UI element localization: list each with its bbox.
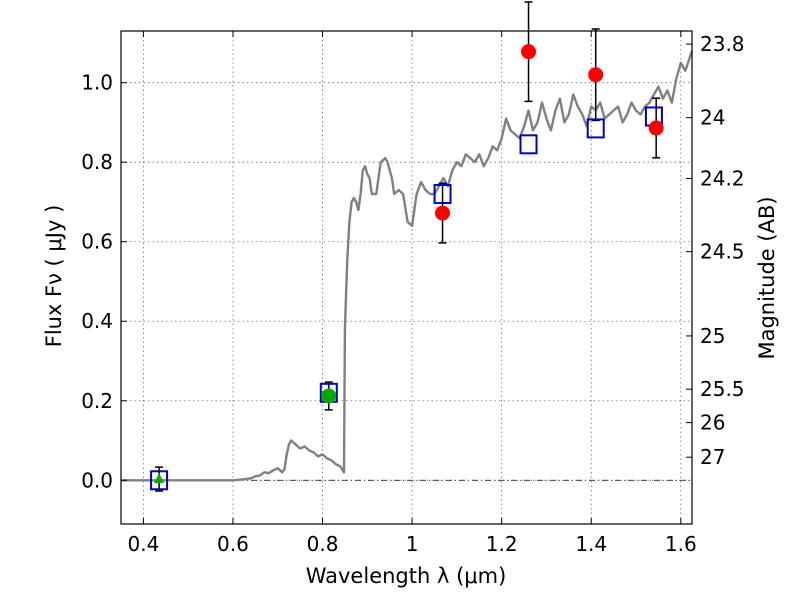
model-photometry-square — [150, 470, 169, 491]
x-tick-label: 1 — [406, 532, 419, 556]
y-tick-label: 0.2 — [81, 389, 113, 413]
y2-axis-label: Magnitude (AB) — [755, 196, 779, 359]
data-markers — [150, 44, 664, 491]
y-tick-label: 0.6 — [81, 230, 113, 254]
y-tick-label: 1.0 — [81, 71, 113, 95]
y-axis-label: Flux Fν ( μJy ) — [42, 205, 66, 348]
model-photometry-square — [519, 134, 538, 155]
x-axis-label: Wavelength λ (μm) — [306, 564, 507, 588]
y-tick-labels: 0.0 0.2 0.4 0.6 0.8 1.0 — [81, 71, 113, 493]
upper-limit-triangle — [154, 473, 165, 484]
observed-point — [588, 67, 604, 83]
observed-point — [435, 205, 451, 221]
observed-point — [521, 44, 537, 60]
optical-point — [321, 388, 337, 404]
y2-tick-label: 26 — [700, 411, 725, 435]
error-bars — [155, 1, 661, 492]
model-photometry-square — [586, 118, 605, 139]
y2-tick-label: 25 — [700, 324, 725, 348]
x-tick-label: 0.8 — [307, 532, 339, 556]
y2-tick-label: 24 — [700, 106, 725, 130]
y-tick-label: 0.8 — [81, 150, 113, 174]
y-tick-label: 0.4 — [81, 309, 113, 333]
grid — [121, 31, 692, 524]
y2-tick-label: 23.8 — [700, 32, 745, 56]
y2-tick-labels: 23.8 24 24.2 24.5 25 25.5 26 27 — [700, 32, 745, 469]
model-spectrum — [121, 50, 694, 482]
x-tick-label: 0.4 — [127, 532, 159, 556]
x-tick-label: 1.6 — [665, 532, 697, 556]
model-photometry-square — [433, 184, 452, 205]
y2-tick-label: 24.2 — [700, 167, 745, 191]
y2-tick-label: 24.5 — [700, 240, 745, 264]
y2-tick-label: 25.5 — [700, 377, 745, 401]
x-tick-label: 1.2 — [486, 532, 518, 556]
plot-frame — [120, 30, 693, 525]
x-tick-label: 0.6 — [217, 532, 249, 556]
x-tick-labels: 0.4 0.6 0.8 1 1.2 1.4 1.6 — [127, 532, 696, 556]
y-tick-label: 0.0 — [81, 468, 113, 492]
y2-tick-label: 27 — [700, 445, 725, 469]
model-spectrum-line — [121, 50, 694, 482]
observed-point — [648, 120, 664, 136]
x-tick-label: 1.4 — [575, 532, 607, 556]
axis-ticks — [121, 31, 692, 524]
